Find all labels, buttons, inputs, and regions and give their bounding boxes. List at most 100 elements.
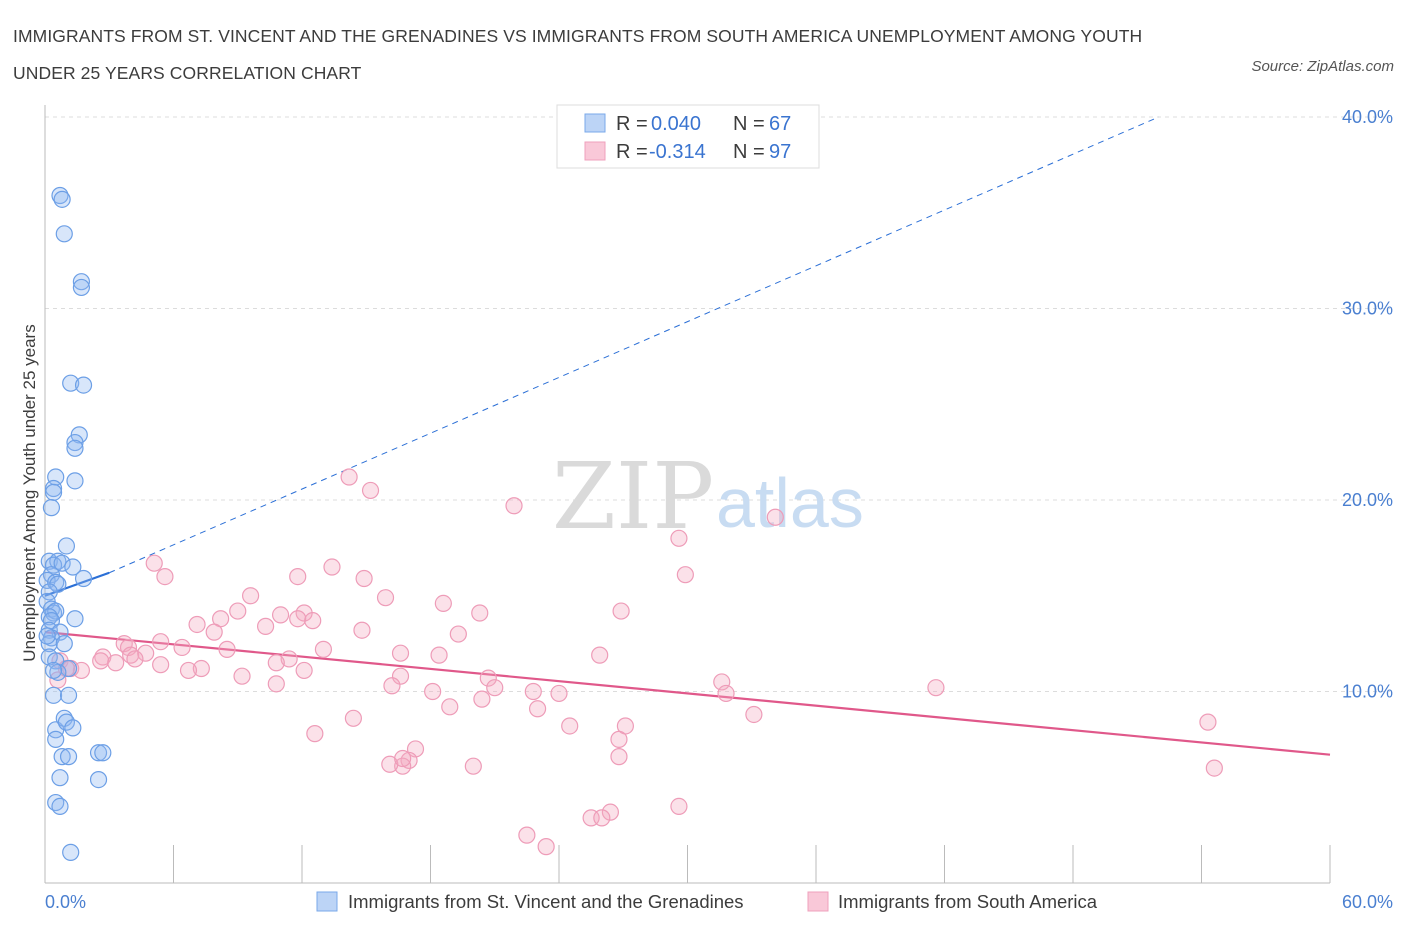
point-south-america (205, 623, 223, 641)
point-south-america (156, 567, 174, 586)
legend-n-value-1: 67 (769, 113, 791, 135)
series-label-pink: Immigrants from South America (838, 891, 1098, 912)
point-st-vincent (62, 843, 80, 861)
y-axis-label: Unemployment Among Youth under 25 years (20, 324, 39, 661)
point-south-america (1199, 713, 1217, 731)
axes (44, 105, 1331, 884)
point-south-america (610, 730, 628, 748)
point-st-vincent (64, 558, 82, 576)
x-tick-label: 60.0% (1342, 892, 1393, 912)
point-south-america (391, 667, 410, 685)
point-south-america (593, 809, 611, 827)
point-south-america (233, 667, 251, 685)
point-south-america (306, 725, 324, 743)
point-st-vincent (55, 635, 73, 653)
point-south-america (137, 644, 155, 662)
point-south-america (441, 698, 459, 716)
y-tick-label: 20.0% (1342, 490, 1393, 510)
point-south-america (479, 669, 497, 687)
series-swatch-blue (316, 891, 338, 912)
legend-r-label-1: R = (616, 113, 648, 135)
point-st-vincent (66, 439, 84, 457)
point-st-vincent (47, 602, 65, 620)
series-swatch-pink (807, 891, 829, 912)
point-st-vincent (44, 661, 63, 680)
legend-n-value-2: 97 (769, 141, 791, 163)
series-label-blue: Immigrants from St. Vincent and the Gren… (348, 891, 744, 912)
point-st-vincent (42, 499, 61, 517)
point-st-vincent (53, 554, 71, 572)
trend-extension-st-vincent (109, 116, 1159, 574)
point-south-america (340, 468, 358, 486)
point-south-america (192, 659, 210, 678)
point-south-america (271, 606, 290, 624)
point-south-america (152, 656, 170, 674)
point-south-america (927, 679, 945, 697)
correlation-legend: R = 0.040 N = 67 R = -0.314 N = 97 (556, 104, 820, 169)
point-south-america (152, 633, 170, 651)
point-south-america (107, 654, 125, 672)
trend-lines (44, 116, 1331, 756)
point-south-america (424, 682, 442, 701)
point-st-vincent (59, 686, 78, 704)
gridlines (45, 116, 1390, 692)
point-south-america (670, 797, 688, 816)
point-st-vincent (74, 376, 93, 394)
point-south-america (179, 661, 198, 680)
point-south-america (524, 682, 542, 701)
point-south-america (280, 650, 298, 668)
point-south-america (449, 625, 467, 643)
point-st-vincent (51, 797, 69, 816)
point-south-america (486, 679, 504, 697)
point-south-america (471, 604, 489, 622)
x-tick-label: 0.0% (45, 892, 86, 912)
watermark-zip: ZIP (552, 443, 714, 550)
source-note: Source: ZipAtlas.com (1251, 58, 1394, 75)
point-st-vincent (62, 374, 80, 392)
point-st-vincent (89, 744, 108, 762)
legend-r-label-2: R = (616, 141, 648, 163)
point-south-america (528, 700, 547, 718)
point-south-america (601, 803, 620, 821)
point-south-america (505, 497, 523, 515)
point-south-america (173, 638, 191, 657)
trend-line-south-america (44, 631, 1331, 756)
point-st-vincent (72, 273, 91, 291)
point-south-america (394, 749, 412, 768)
point-south-america (256, 617, 275, 635)
point-south-america (676, 566, 694, 584)
point-south-america (188, 615, 206, 634)
series-legend: Immigrants from St. Vincent and the Gren… (316, 891, 1098, 912)
point-south-america (242, 587, 260, 605)
chart-title: IMMIGRANTS FROM ST. VINCENT AND THE GREN… (13, 26, 1143, 83)
point-st-vincent (66, 610, 84, 628)
point-south-america (464, 757, 482, 775)
point-south-america (391, 644, 410, 662)
y-tick-label: 40.0% (1342, 107, 1393, 127)
point-st-vincent (51, 769, 69, 787)
point-south-america (314, 640, 333, 658)
point-south-america (229, 602, 247, 620)
point-st-vincent (66, 472, 84, 490)
point-st-vincent (57, 713, 76, 731)
point-south-america (289, 567, 307, 586)
point-st-vincent (59, 748, 78, 766)
point-south-america (473, 690, 491, 708)
point-south-america (434, 594, 452, 613)
legend-r-value-2: -0.314 (649, 141, 706, 163)
point-south-america (745, 705, 763, 724)
point-st-vincent (53, 748, 71, 766)
point-st-vincent (72, 278, 91, 297)
y-tick-label: 10.0% (1342, 682, 1393, 702)
point-south-america (92, 652, 110, 670)
y-tick-label: 30.0% (1342, 299, 1393, 319)
legend-r-value-1: 0.040 (651, 113, 701, 135)
point-south-america (383, 677, 401, 695)
point-st-vincent (38, 627, 56, 645)
point-south-america (72, 661, 91, 680)
point-south-america (218, 640, 236, 658)
point-south-america (766, 508, 784, 526)
legend-n-label-2: N = (733, 141, 765, 163)
point-south-america (355, 569, 373, 588)
point-south-america (304, 612, 322, 630)
